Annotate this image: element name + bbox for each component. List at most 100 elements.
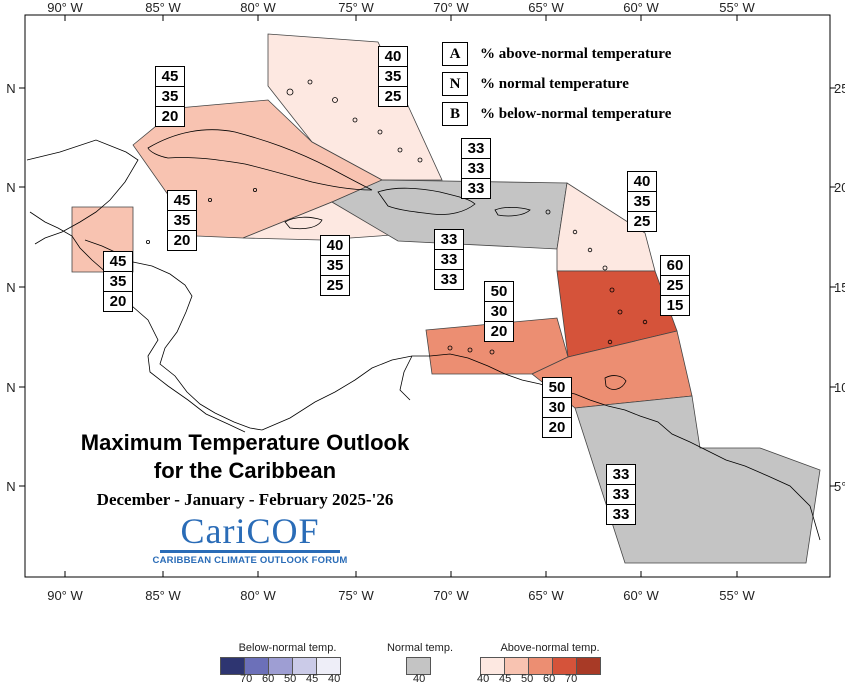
key-letter: A [442,42,468,66]
prob-box-belize: 45 35 20 [103,251,133,312]
map-title-line1: Maximum Temperature Outlook [80,430,410,455]
hispaniola-outline [377,187,476,215]
prob-box-guianas: 33 33 33 [606,464,636,525]
prob-above: 45 [103,251,133,272]
key-above: A % above-normal temperature [442,42,671,66]
prob-box-abc: 50 30 20 [484,281,514,342]
scale-above-label: 60 [543,673,556,685]
bottom-tick-label: 75° W [338,588,374,603]
scale-above-label: 45 [499,673,512,685]
islands [145,79,648,390]
top-tick-label: 90° W [47,0,83,15]
season-label: December - January - February 2025-'26 [96,490,394,509]
prob-above: 33 [461,138,491,159]
left-tick-label: N [6,380,15,395]
prob-above: 40 [320,235,350,256]
prob-above: 33 [606,464,636,485]
top-tick-label: 60° W [623,0,659,15]
top-tick-label: 75° W [338,0,374,15]
prob-box-turks-caicos: 33 33 33 [461,138,491,199]
prob-normal: 33 [461,158,491,179]
top-tick-label: 70° W [433,0,469,15]
prob-below: 25 [627,211,657,232]
map-title-line2: for the Caribbean [153,458,337,483]
cuba-outline [147,129,373,191]
scale-above-swatches [480,657,601,675]
prob-box-bahamas: 40 35 25 [378,46,408,107]
prob-above: 33 [434,229,464,250]
prob-normal: 30 [542,397,572,418]
key-text: % normal temperature [480,75,629,92]
region-guianas [574,395,821,564]
logo-subtitle: CARIBBEAN CLIMATE OUTLOOK FORUM [152,555,348,566]
prob-normal: 35 [155,86,185,107]
right-tick-label: 25° [834,81,845,96]
bottom-tick-label: 85° W [145,588,181,603]
puerto-rico-outline [494,206,531,217]
prob-above: 40 [627,171,657,192]
bottom-tick-label: 60° W [623,588,659,603]
prob-below: 20 [103,291,133,312]
logo-wordmark: CariCOF [180,511,320,551]
key-letter: B [442,102,468,126]
prob-above: 50 [542,377,572,398]
scale-below-label: 60 [262,673,275,685]
bottom-tick-label: 80° W [240,588,276,603]
jamaica-outline [284,216,323,230]
coastlines [26,139,821,541]
prob-below: 20 [484,321,514,342]
top-longitude-ticks: 90° W 85° W 80° W 75° W 70° W 65° W 60° W 55° W [47,0,755,21]
top-tick-label: 65° W [528,0,564,15]
prob-above: 60 [660,255,690,276]
top-tick-label: 55° W [719,0,755,15]
prob-below: 20 [542,417,572,438]
prob-below: 20 [155,106,185,127]
prob-normal: 35 [167,210,197,231]
bottom-tick-label: 55° W [719,588,755,603]
scale-below-label: 50 [284,673,297,685]
prob-below: 33 [434,269,464,290]
prob-box-windward: 60 25 15 [660,255,690,316]
scale-below-swatches [220,657,341,675]
prob-normal: 35 [103,271,133,292]
prob-normal: 25 [660,275,690,296]
prob-normal: 33 [434,249,464,270]
prob-above: 40 [378,46,408,67]
scale-above-label: 50 [521,673,534,685]
prob-normal: 35 [320,255,350,276]
left-tick-label: N [6,81,15,96]
scale-below-label: 40 [328,673,341,685]
right-tick-label: 20° [834,180,845,195]
left-latitude-ticks: N N N N N [6,81,25,494]
right-tick-label: 5° [834,479,845,494]
scale-normal-swatches [406,657,431,675]
prob-below: 15 [660,295,690,316]
right-latitude-ticks: 25° 20° 15° 10° 5° [830,81,845,494]
prob-below: 25 [378,86,408,107]
prob-below: 33 [461,178,491,199]
key-text: % above-normal temperature [480,45,672,62]
prob-normal: 35 [378,66,408,87]
prob-box-trinidad: 50 30 20 [542,377,572,438]
top-tick-label: 85° W [145,0,181,15]
bottom-tick-label: 90° W [47,588,83,603]
scale-normal-swatch [406,657,431,675]
top-tick-label: 80° W [240,0,276,15]
scale-above-label: 40 [477,673,490,685]
key-text: % below-normal temperature [480,105,672,122]
trinidad-outline [604,375,627,390]
prob-normal: 35 [627,191,657,212]
scale-below-swatch [316,657,341,675]
prob-box-cuba: 45 35 20 [155,66,185,127]
bottom-tick-label: 70° W [433,588,469,603]
key-letter: N [442,72,468,96]
logo-underline [160,550,340,553]
prob-below: 33 [606,504,636,525]
prob-box-jamaica: 40 35 25 [320,235,350,296]
prob-normal: 33 [606,484,636,505]
bottom-tick-label: 65° W [528,588,564,603]
prob-above: 45 [155,66,185,87]
left-tick-label: N [6,479,15,494]
bottom-longitude-ticks: 90° W 85° W 80° W 75° W 70° W 65° W 60° W 55° W [47,571,755,603]
scale-normal-title: Normal temp. [386,642,454,654]
